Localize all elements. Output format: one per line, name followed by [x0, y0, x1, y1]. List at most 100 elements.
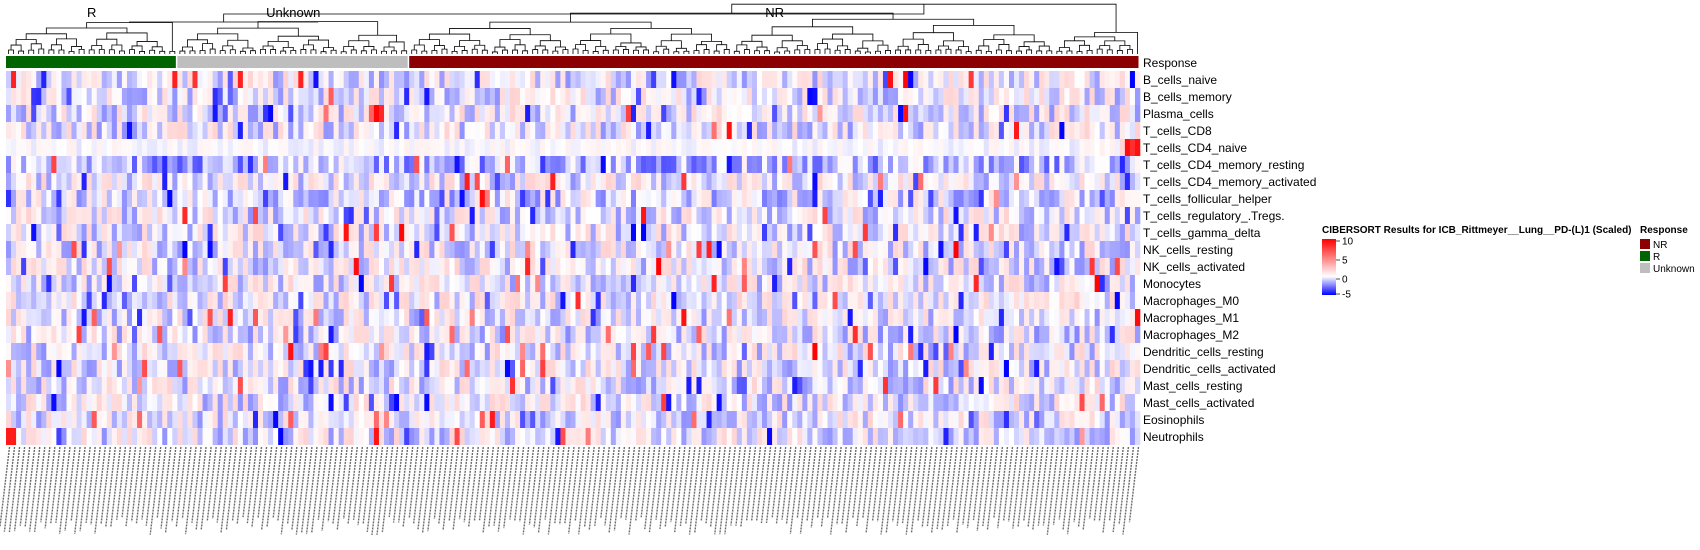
heatmap-cell — [993, 275, 1000, 292]
heatmap-cell — [459, 88, 465, 105]
heatmap-cell — [802, 428, 808, 445]
heatmap-cell — [656, 173, 662, 190]
heatmap-cell — [1034, 275, 1040, 292]
heatmap-cell — [278, 190, 284, 207]
heatmap-cell — [555, 241, 561, 258]
heatmap-cell — [172, 326, 178, 343]
heatmap-cell — [792, 360, 798, 377]
heatmap-cell — [641, 411, 647, 428]
heatmap-cell — [1014, 258, 1020, 275]
heatmap-cell — [6, 139, 12, 156]
heatmap-cell — [394, 88, 400, 105]
heatmap-cell — [973, 292, 980, 309]
heatmap-cell — [303, 139, 309, 156]
heatmap-cell — [399, 190, 405, 207]
heatmap-cell — [651, 173, 657, 190]
heatmap-cell — [263, 292, 269, 309]
heatmap-cell — [323, 343, 329, 360]
heatmap-cell — [968, 309, 974, 326]
heatmap-cell — [449, 428, 455, 445]
heatmap-cell — [933, 275, 939, 292]
heatmap-cell — [1039, 343, 1045, 360]
heatmap-cell — [409, 394, 415, 411]
heatmap-cell — [26, 105, 32, 122]
heatmap-cell — [746, 411, 753, 428]
heatmap-cell — [1129, 105, 1136, 122]
heatmap-cell — [217, 190, 224, 207]
heatmap-cell — [706, 377, 712, 394]
heatmap-cell — [913, 326, 919, 343]
heatmap-cell — [353, 411, 360, 428]
heatmap-cell — [993, 122, 1000, 139]
heatmap-cell — [454, 394, 460, 411]
heatmap-cell — [46, 377, 52, 394]
heatmap-cell — [283, 428, 289, 445]
heatmap-cell — [938, 394, 944, 411]
heatmap-cell — [671, 207, 677, 224]
heatmap-cell — [1054, 309, 1060, 326]
heatmap-cell — [1074, 88, 1080, 105]
heatmap-cell — [288, 88, 294, 105]
heatmap-cell — [847, 122, 854, 139]
heatmap-cell — [172, 207, 178, 224]
heatmap-cell — [484, 428, 491, 445]
heatmap-cell — [394, 71, 400, 88]
heatmap-cell — [252, 139, 259, 156]
heatmap-cell — [812, 224, 818, 241]
heatmap-cell — [76, 360, 82, 377]
heatmap-cell — [469, 71, 476, 88]
heatmap-cell — [646, 122, 652, 139]
heatmap-cell — [802, 275, 808, 292]
heatmap-cell — [479, 88, 486, 105]
heatmap-cell — [958, 122, 964, 139]
heatmap-cell — [1129, 377, 1136, 394]
heatmap-cell — [893, 394, 899, 411]
heatmap-cell — [318, 190, 324, 207]
heatmap-cell — [837, 122, 843, 139]
heatmap-cell — [1049, 258, 1055, 275]
heatmap-cell — [1049, 88, 1055, 105]
heatmap-cell — [338, 139, 344, 156]
heatmap-cell — [222, 122, 229, 139]
heatmap-cell — [162, 343, 168, 360]
heatmap-cell — [474, 156, 481, 173]
heatmap-cell — [565, 428, 571, 445]
heatmap-cell — [762, 360, 768, 377]
heatmap-cell — [822, 360, 828, 377]
heatmap-cell — [525, 173, 531, 190]
heatmap-cell — [434, 411, 440, 428]
heatmap-cell — [1019, 275, 1025, 292]
heatmap-cell — [1124, 411, 1131, 428]
heatmap-cell — [489, 377, 496, 394]
heatmap-cell — [580, 292, 586, 309]
heatmap-cell — [51, 309, 57, 326]
heatmap-cell — [792, 343, 798, 360]
heatmap-cell — [489, 207, 496, 224]
heatmap-cell — [454, 258, 460, 275]
heatmap-cell — [449, 258, 455, 275]
heatmap-cell — [777, 394, 783, 411]
heatmap-cell — [525, 292, 531, 309]
heatmap-cell — [877, 360, 884, 377]
heatmap-cell — [1079, 173, 1085, 190]
heatmap-cell — [212, 394, 218, 411]
heatmap-cell — [928, 292, 934, 309]
heatmap-cell — [1069, 88, 1075, 105]
heatmap-cell — [711, 411, 717, 428]
heatmap-cell — [263, 156, 269, 173]
heatmap-cell — [636, 377, 642, 394]
heatmap-cell — [575, 241, 581, 258]
heatmap-cell — [968, 343, 974, 360]
heatmap-cell — [550, 394, 556, 411]
heatmap-cell — [681, 275, 687, 292]
heatmap-cell — [1124, 309, 1131, 326]
heatmap-cell — [1074, 71, 1080, 88]
heatmap-cell — [333, 258, 339, 275]
heatmap-cell — [842, 377, 848, 394]
heatmap-cell — [1089, 88, 1095, 105]
heatmap-cell — [812, 309, 818, 326]
heatmap-cell — [1054, 156, 1060, 173]
heatmap-cell — [167, 394, 173, 411]
heatmap-cell — [343, 207, 350, 224]
heatmap-cell — [716, 377, 722, 394]
